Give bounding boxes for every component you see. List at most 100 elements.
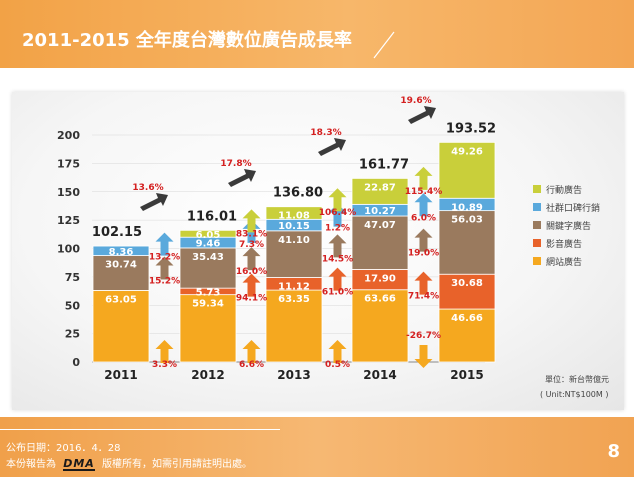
segment-growth-arrow-icon bbox=[155, 232, 174, 256]
footer-banner: 公布日期：2016．4．28 本份報告為 DMA 版權所有，如需引用請註明出處。… bbox=[0, 417, 634, 477]
legend-label: 網站廣告 bbox=[546, 256, 582, 268]
segment-growth-label: 7.3% bbox=[239, 240, 264, 250]
bar-segment bbox=[351, 289, 409, 363]
segment-growth-arrow-icon bbox=[328, 340, 347, 363]
bar-segment bbox=[438, 308, 496, 363]
segment-growth-label: 14.5% bbox=[322, 254, 353, 264]
segment-growth-label: 94.1% bbox=[236, 294, 267, 304]
segment-growth-label: 0.5% bbox=[325, 360, 350, 370]
bar-value-label: 11.08 bbox=[278, 211, 310, 222]
y-tick-label: 75 bbox=[65, 271, 80, 284]
segment-growth-arrow-icon bbox=[328, 234, 347, 258]
header-banner: 2011-2015 全年度台灣數位廣告成長率 bbox=[0, 0, 634, 68]
copyright-notice: 本份報告為 DMA 版權所有，如需引用請註明出處。 bbox=[6, 455, 252, 471]
total-growth-label: 19.6% bbox=[400, 96, 431, 106]
bar-value-label: 59.34 bbox=[192, 299, 224, 310]
segment-growth-label: 83.1% bbox=[236, 229, 267, 239]
bar-value-label: 63.66 bbox=[364, 294, 396, 305]
total-value-label: 102.15 bbox=[92, 225, 142, 240]
y-tick-label: 200 bbox=[57, 129, 80, 142]
segment-growth-label: 13.2% bbox=[149, 253, 180, 263]
bar-value-label: 30.68 bbox=[451, 278, 483, 289]
legend-label: 關鍵字廣告 bbox=[546, 220, 591, 232]
bar-segment bbox=[92, 255, 150, 291]
segment-growth-label: 15.2% bbox=[149, 277, 180, 287]
segment-growth-arrow-icon bbox=[242, 273, 261, 297]
y-tick-label: 125 bbox=[57, 214, 80, 227]
slash-decoration bbox=[373, 31, 395, 59]
bar-segment bbox=[179, 294, 237, 363]
bar-segment bbox=[265, 230, 323, 278]
segment-growth-arrow-icon bbox=[242, 247, 261, 271]
bar-value-label: 5.73 bbox=[196, 287, 221, 298]
segment-growth-label: 3.3% bbox=[152, 360, 177, 370]
bar-value-label: 63.05 bbox=[105, 294, 137, 305]
bar-segment bbox=[351, 215, 409, 270]
bar-value-label: 6.05 bbox=[196, 230, 221, 241]
bar-segment bbox=[438, 273, 496, 310]
total-value-label: 193.52 bbox=[446, 121, 496, 136]
segment-growth-label: 71.4% bbox=[408, 292, 439, 302]
y-tick-label: 150 bbox=[57, 186, 80, 199]
bar-value-label: 46.66 bbox=[451, 313, 483, 324]
segment-growth-arrow-icon bbox=[414, 345, 433, 368]
segment-growth-label: -26.7% bbox=[406, 331, 441, 341]
unit-label: 單位：新台幣億元 bbox=[545, 374, 609, 384]
y-tick-label: 100 bbox=[57, 243, 80, 256]
legend-swatch bbox=[533, 203, 541, 211]
x-tick-label: 2012 bbox=[191, 368, 224, 382]
segment-growth-label: 6.0% bbox=[411, 213, 436, 223]
bar-value-label: 10.89 bbox=[451, 202, 483, 213]
x-tick-label: 2015 bbox=[450, 368, 483, 382]
legend-label: 社群口碑行銷 bbox=[546, 202, 600, 214]
x-tick-label: 2011 bbox=[104, 368, 137, 382]
publish-date: 公布日期：2016．4．28 bbox=[6, 443, 121, 454]
bar-value-label: 47.07 bbox=[364, 220, 396, 231]
growth-arrow-icon bbox=[228, 169, 256, 187]
bar-segment bbox=[438, 210, 496, 275]
bar-value-label: 10.27 bbox=[364, 206, 396, 217]
bar-segment bbox=[179, 229, 237, 238]
legend-swatch bbox=[533, 239, 541, 247]
segment-growth-arrow-icon bbox=[414, 271, 433, 295]
bar-value-label: 35.43 bbox=[192, 252, 224, 263]
segment-growth-label: 106.4% bbox=[319, 208, 357, 218]
bar-value-label: 63.35 bbox=[278, 294, 310, 305]
total-value-label: 136.80 bbox=[273, 186, 323, 201]
segment-growth-arrow-icon bbox=[155, 256, 174, 280]
segment-growth-label: 6.6% bbox=[239, 360, 264, 370]
y-tick-label: 0 bbox=[72, 356, 80, 369]
bar-segment bbox=[438, 141, 496, 199]
bar-value-label: 22.87 bbox=[364, 182, 396, 193]
growth-arrow-icon bbox=[408, 106, 436, 124]
segment-growth-label: 19.0% bbox=[408, 249, 439, 259]
segment-growth-label: 61.0% bbox=[322, 288, 353, 298]
rights-suffix: 版權所有，如需引用請註明出處。 bbox=[101, 459, 252, 470]
legend-swatch bbox=[533, 185, 541, 193]
x-tick-label: 2013 bbox=[277, 368, 310, 382]
legend-label: 影音廣告 bbox=[546, 238, 582, 250]
unit-label-en: ( Unit:NT$100M ) bbox=[540, 390, 608, 399]
bar-value-label: 11.12 bbox=[278, 281, 310, 292]
dma-logo: DMA bbox=[63, 457, 95, 471]
total-growth-label: 13.6% bbox=[132, 183, 163, 193]
y-tick-label: 50 bbox=[65, 299, 81, 312]
bar-value-label: 49.26 bbox=[451, 146, 483, 157]
total-value-label: 116.01 bbox=[187, 209, 237, 224]
page-number: 8 bbox=[607, 441, 620, 462]
segment-growth-arrow-icon bbox=[414, 228, 433, 252]
rights-prefix: 本份報告為 bbox=[6, 459, 56, 470]
segment-growth-arrow-icon bbox=[242, 340, 261, 363]
bar-value-label: 41.10 bbox=[278, 235, 310, 246]
segment-growth-arrow-icon bbox=[328, 267, 347, 291]
legend-swatch bbox=[533, 221, 541, 229]
x-tick-label: 2014 bbox=[363, 368, 396, 382]
bar-value-label: 30.74 bbox=[105, 260, 137, 271]
bar-value-label: 17.90 bbox=[364, 273, 396, 284]
segment-growth-arrow-icon bbox=[155, 340, 174, 363]
segment-growth-arrow-icon bbox=[328, 203, 347, 227]
bar-segment bbox=[92, 290, 150, 363]
bar-segment bbox=[265, 206, 323, 220]
y-tick-label: 25 bbox=[65, 328, 80, 341]
segment-growth-label: 1.2% bbox=[325, 224, 350, 234]
